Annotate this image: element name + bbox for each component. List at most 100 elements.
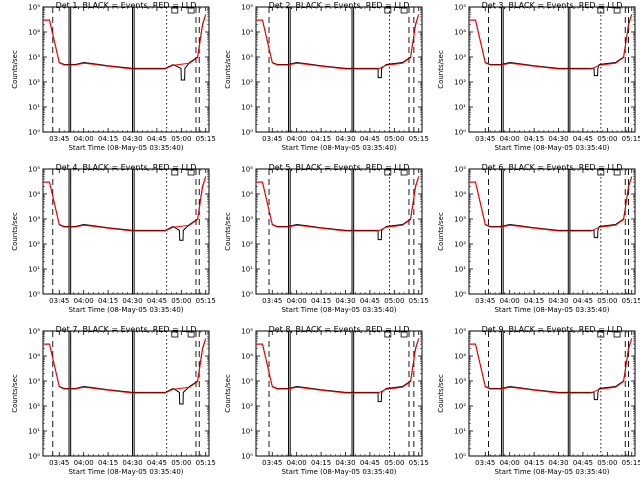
y-tick-label: 10²: [28, 241, 40, 249]
y-tick-label: 10⁵: [454, 166, 466, 174]
x-tick-label: 03:45: [475, 459, 495, 467]
y-axis-label: Counts/sec: [224, 212, 232, 251]
panel-det-2: Det 2, BLACK = Events, RED = LLD 10⁰ 10¹ 10…: [224, 1, 429, 152]
panel-title: Det 1, BLACK = Events, RED = LLD: [56, 1, 197, 10]
y-tick-label: 10⁰: [241, 129, 253, 137]
x-tick-label: 03:45: [475, 297, 495, 305]
x-tick-label: 04:15: [311, 135, 331, 143]
plot-frame: [42, 168, 210, 295]
x-tick-label: 04:00: [287, 459, 307, 467]
y-axis-label: Counts/sec: [11, 50, 19, 89]
panel-det-8: Det 8, BLACK = Events, RED = LLD 10⁰ 10¹ 10…: [224, 325, 429, 476]
y-tick-label: 10⁰: [241, 453, 253, 461]
panel-det-9: Det 9, BLACK = Events, RED = LLD 10⁰ 10¹ 10…: [437, 325, 640, 476]
y-axis-label: Counts/sec: [11, 212, 19, 251]
y-tick-label: 10⁵: [241, 328, 253, 336]
x-tick-label: 04:00: [74, 135, 94, 143]
x-tick-label: 04:00: [500, 297, 520, 305]
x-axis-label: Start Time (08-May-05 03:35:40): [68, 144, 183, 152]
x-tick-label: 05:15: [409, 297, 429, 305]
y-tick-label: 10⁴: [454, 353, 466, 361]
x-tick-label: 04:15: [524, 135, 544, 143]
lld-series-line: [43, 14, 207, 70]
marker-box: [400, 169, 408, 176]
x-tick-label: 04:15: [98, 297, 118, 305]
panel-title: Det 7, BLACK = Events, RED = LLD: [56, 325, 197, 334]
x-tick-label: 05:15: [622, 459, 640, 467]
y-tick-label: 10⁵: [28, 4, 40, 12]
marker-box: [384, 169, 392, 176]
marker-box: [597, 331, 605, 338]
lld-series-line: [469, 176, 633, 232]
marker-box: [613, 331, 621, 338]
marker-box: [384, 331, 392, 338]
x-tick-label: 03:45: [49, 459, 69, 467]
x-tick-label: 05:00: [171, 135, 191, 143]
plot-frame: [468, 168, 636, 295]
marker-box: [171, 169, 179, 176]
y-tick-label: 10³: [241, 378, 253, 386]
x-axis-label: Start Time (08-May-05 03:35:40): [281, 468, 396, 476]
x-tick-label: 05:00: [171, 297, 191, 305]
marker-box: [171, 7, 179, 14]
y-tick-label: 10¹: [28, 428, 40, 436]
y-tick-label: 10⁵: [454, 328, 466, 336]
y-tick-label: 10²: [454, 403, 466, 411]
x-tick-label: 03:45: [262, 459, 282, 467]
panel-title: Det 6, BLACK = Events, RED = LLD: [482, 163, 623, 172]
panel-det-4: Det 4, BLACK = Events, RED = LLD 10⁰ 10¹ 10…: [11, 163, 216, 314]
panel-title: Det 8, BLACK = Events, RED = LLD: [269, 325, 410, 334]
x-axis-label: Start Time (08-May-05 03:35:40): [494, 468, 609, 476]
y-tick-label: 10³: [241, 54, 253, 62]
y-axis-label: Counts/sec: [437, 212, 445, 251]
x-tick-label: 04:45: [360, 459, 380, 467]
y-tick-label: 10¹: [241, 428, 253, 436]
plot-frame: [468, 6, 636, 133]
x-tick-label: 04:15: [98, 459, 118, 467]
plot-frame: [468, 330, 636, 457]
y-tick-label: 10⁵: [28, 328, 40, 336]
marker-box: [187, 169, 195, 176]
x-tick-label: 05:00: [384, 135, 404, 143]
x-tick-label: 04:30: [335, 135, 355, 143]
x-tick-label: 05:00: [384, 459, 404, 467]
x-tick-label: 04:15: [311, 297, 331, 305]
y-tick-label: 10⁰: [454, 453, 466, 461]
y-tick-label: 10⁵: [28, 166, 40, 174]
x-tick-label: 05:15: [622, 297, 640, 305]
marker-box: [400, 331, 408, 338]
lld-series-line: [256, 338, 420, 394]
panel-det-7: Det 7, BLACK = Events, RED = LLD 10⁰ 10¹ 10…: [11, 325, 216, 476]
x-axis-label: Start Time (08-May-05 03:35:40): [68, 306, 183, 314]
y-axis-label: Counts/sec: [224, 374, 232, 413]
y-tick-label: 10¹: [454, 104, 466, 112]
x-tick-label: 05:00: [597, 135, 617, 143]
x-tick-label: 05:15: [196, 135, 216, 143]
x-tick-label: 04:00: [74, 459, 94, 467]
y-tick-label: 10²: [241, 403, 253, 411]
events-series-line: [43, 14, 207, 81]
panel-title: Det 2, BLACK = Events, RED = LLD: [269, 1, 410, 10]
lld-series-line: [469, 338, 633, 394]
x-axis-label: Start Time (08-May-05 03:35:40): [494, 144, 609, 152]
lld-series-line: [469, 14, 633, 70]
marker-box: [613, 7, 621, 14]
x-tick-label: 04:45: [573, 135, 593, 143]
x-tick-label: 05:00: [384, 297, 404, 305]
marker-box: [613, 169, 621, 176]
x-tick-label: 05:15: [622, 135, 640, 143]
y-tick-label: 10⁵: [454, 4, 466, 12]
marker-box: [597, 7, 605, 14]
y-tick-label: 10⁴: [28, 29, 40, 37]
panel-title: Det 5, BLACK = Events, RED = LLD: [269, 163, 410, 172]
y-tick-label: 10³: [454, 54, 466, 62]
y-tick-label: 10³: [454, 216, 466, 224]
x-tick-label: 04:15: [524, 459, 544, 467]
x-tick-label: 03:45: [262, 135, 282, 143]
x-tick-label: 05:00: [597, 459, 617, 467]
y-tick-label: 10¹: [28, 104, 40, 112]
x-tick-label: 05:15: [196, 297, 216, 305]
x-tick-label: 05:15: [196, 459, 216, 467]
x-tick-label: 05:00: [597, 297, 617, 305]
x-axis-label: Start Time (08-May-05 03:35:40): [281, 306, 396, 314]
